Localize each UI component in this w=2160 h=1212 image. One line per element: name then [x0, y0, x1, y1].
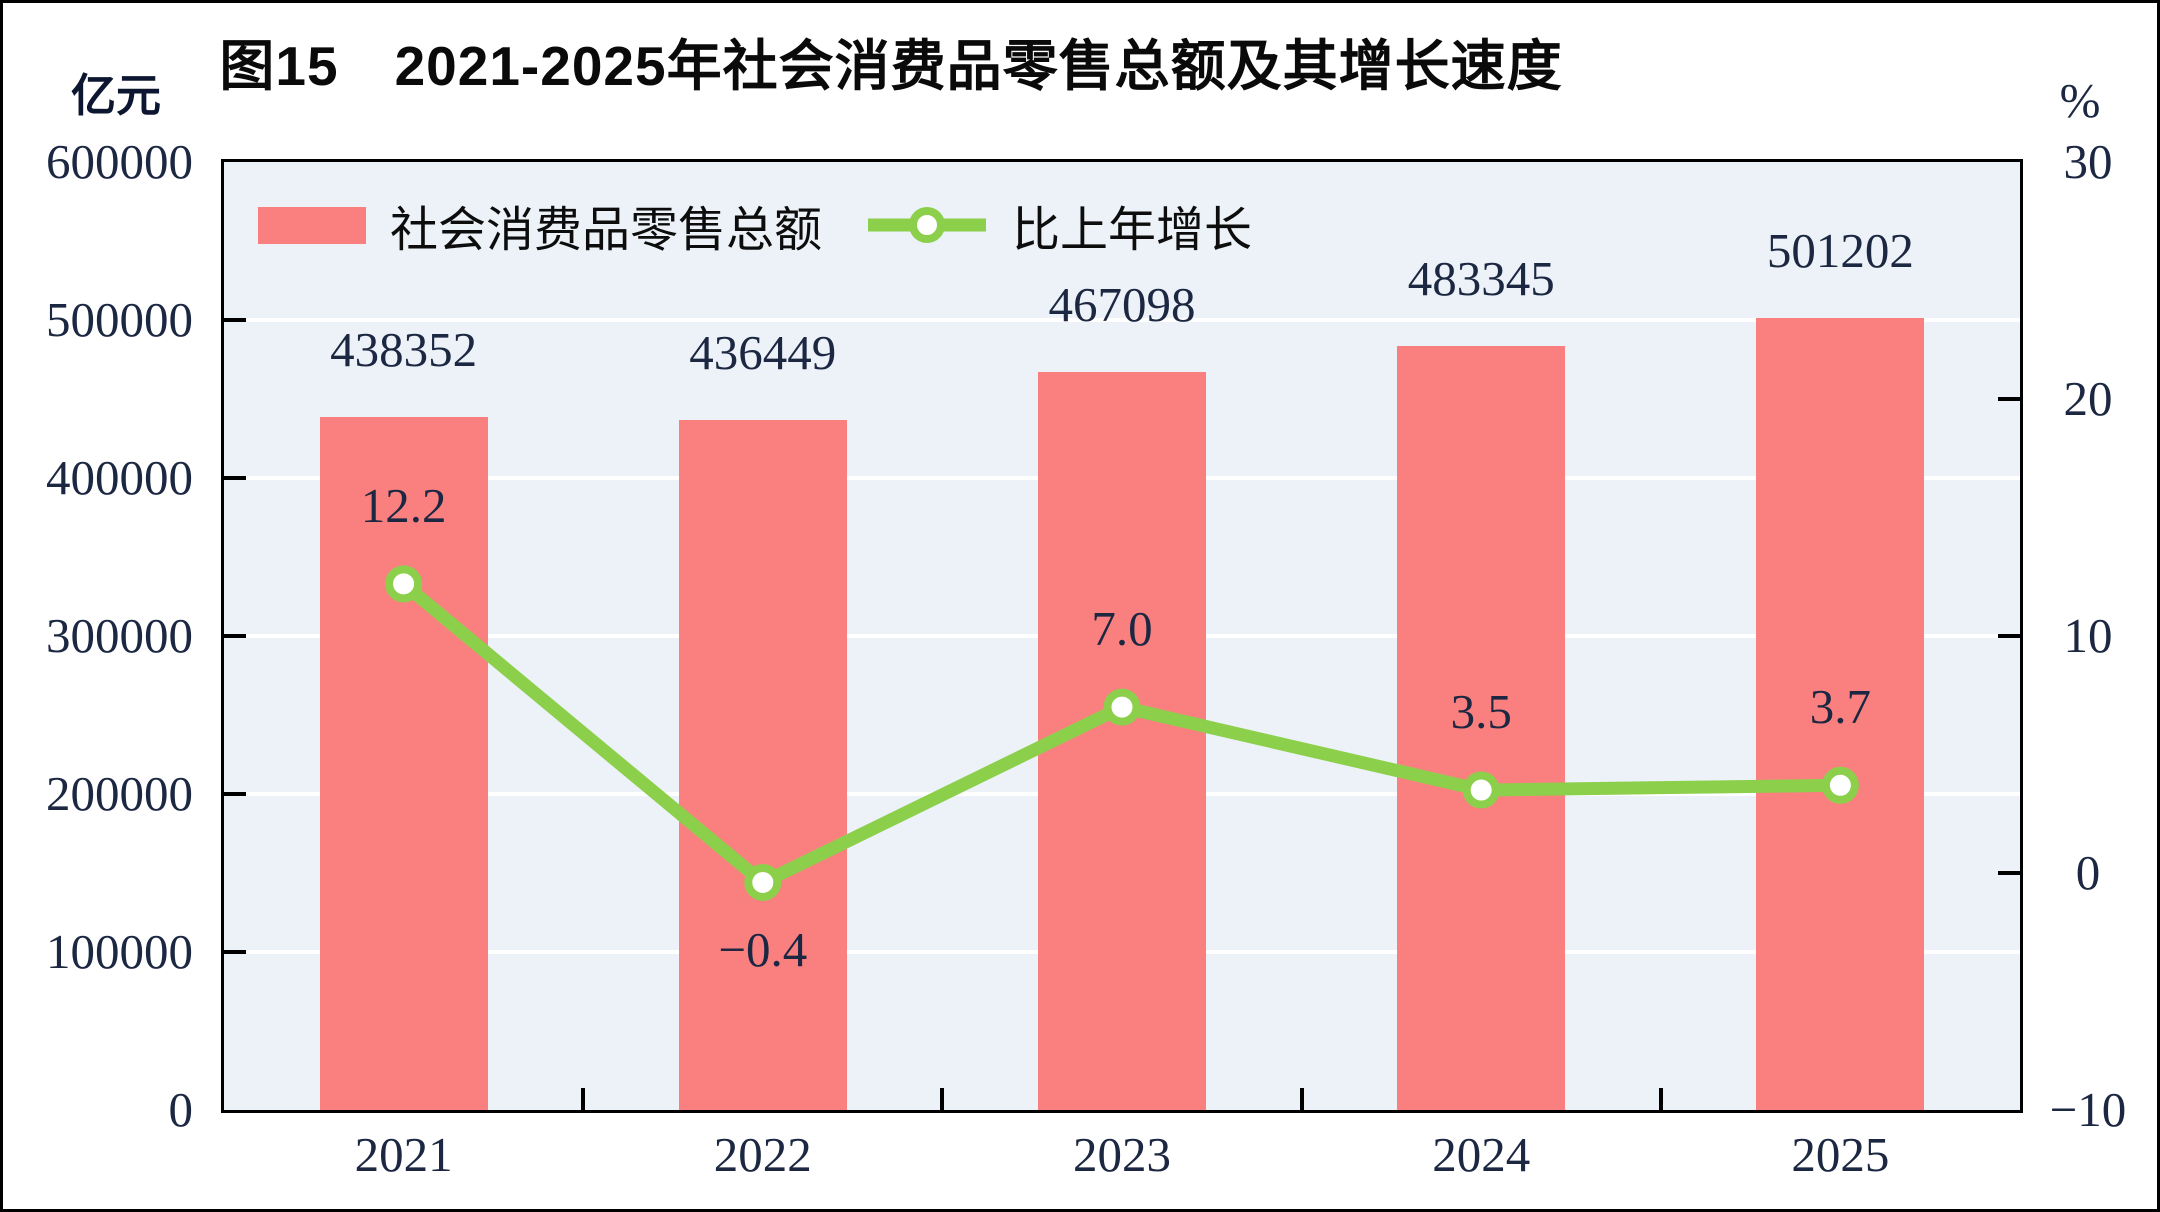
right-axis-tick-label: 0	[2075, 845, 2101, 900]
x-axis-year-label: 2023	[1073, 1127, 1171, 1182]
right-axis-unit: %	[2059, 73, 2101, 128]
left-axis-tick	[224, 950, 246, 954]
growth-value-label: 7.0	[1091, 601, 1153, 657]
legend: 社会消费品零售总额 比上年增长	[258, 203, 1252, 257]
line-marker-2023	[1103, 688, 1141, 726]
line-marker-2021	[385, 565, 423, 603]
legend-line-marker-icon	[868, 207, 987, 243]
bar-value-label: 436449	[689, 325, 837, 381]
growth-value-label: −0.4	[718, 922, 808, 978]
x-axis-year-label: 2022	[713, 1127, 812, 1182]
x-axis-tick	[1299, 1088, 1304, 1110]
right-axis-tick-label: 10	[2063, 608, 2113, 663]
growth-value-label: 3.5	[1450, 684, 1512, 740]
left-axis-tick-label: 400000	[46, 450, 193, 505]
left-axis-tick	[224, 476, 246, 480]
right-axis-tick-label: 30	[2063, 134, 2113, 189]
bar-value-label: 501202	[1766, 223, 1914, 279]
growth-value-label: 12.2	[360, 477, 447, 533]
legend-bar-swatch	[258, 206, 366, 244]
x-axis-tick	[1658, 1088, 1663, 1110]
x-axis-year-label: 2024	[1432, 1127, 1531, 1182]
left-axis-tick-label: 600000	[46, 134, 193, 189]
legend-bar-label: 社会消费品零售总额	[390, 204, 823, 257]
x-axis-year-label: 2021	[354, 1127, 453, 1182]
bar-2024	[1397, 346, 1566, 1110]
gridline	[224, 318, 2020, 322]
bar-value-label: 483345	[1407, 251, 1555, 307]
bar-2025	[1756, 318, 1925, 1110]
left-axis-tick-label: 0	[168, 1082, 194, 1137]
right-axis-tick-label: 20	[2063, 371, 2113, 426]
left-axis-tick-label: 500000	[46, 292, 193, 347]
x-axis-year-label: 2025	[1791, 1127, 1890, 1182]
legend-line-label: 比上年增长	[1012, 204, 1253, 257]
left-axis-tick-label: 200000	[46, 766, 193, 821]
chart-title: 图15 2021-2025年社会消费品零售总额及其增长速度	[219, 35, 1563, 97]
right-axis-tick-label: −10	[2049, 1082, 2127, 1137]
line-marker-2024	[1462, 771, 1500, 809]
plot-area: 438352 436449 467098 483345 501202 12.2 −0.4 7.…	[221, 159, 2023, 1113]
line-marker-2022	[744, 863, 782, 901]
left-axis-tick	[224, 318, 246, 322]
bar-value-label: 438352	[330, 322, 478, 378]
right-axis-tick	[1998, 397, 2020, 401]
growth-value-label: 3.7	[1809, 679, 1872, 735]
bar-value-label: 467098	[1048, 276, 1196, 332]
right-axis-tick	[1998, 634, 2020, 638]
line-marker-2025	[1821, 766, 1859, 804]
x-axis-tick	[940, 1088, 945, 1110]
left-axis-unit: 亿元	[71, 70, 162, 121]
left-axis-tick	[224, 634, 246, 638]
right-axis-tick	[1998, 871, 2020, 875]
bar-2021	[319, 417, 488, 1110]
growth-line	[385, 565, 1859, 901]
bar-2022	[678, 420, 847, 1110]
left-axis-tick-label: 100000	[46, 924, 193, 979]
left-axis-tick-label: 300000	[46, 608, 193, 663]
left-axis-tick	[224, 792, 246, 796]
x-axis-tick	[581, 1088, 586, 1110]
